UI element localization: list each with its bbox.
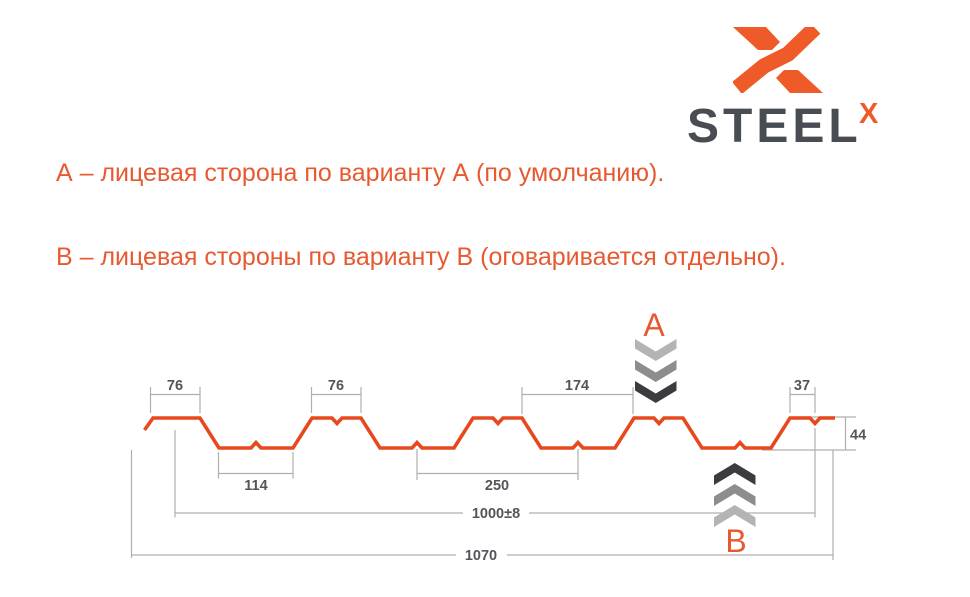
marker-a-chevrons-down <box>635 339 677 403</box>
dim-lines <box>521 387 634 414</box>
sheet-profile-outline <box>143 416 835 450</box>
dim-lines <box>174 428 816 518</box>
chevron-down-icon <box>635 339 677 361</box>
chevron-up-icon <box>714 463 756 485</box>
chevron-up-icon <box>714 484 756 506</box>
dim-crest-right: 76 <box>310 378 362 413</box>
chevron-down-icon <box>635 360 677 382</box>
dim-label-pitch: 250 <box>485 478 509 494</box>
dim-crest-left: 76 <box>149 378 201 413</box>
dim-edge: 37 <box>789 378 816 413</box>
dim-label-crest-left: 76 <box>167 378 183 394</box>
dim-lines <box>149 387 201 413</box>
steelx-logo-icon <box>733 27 823 93</box>
dim-label-crest-gap: 174 <box>565 378 589 394</box>
note-variant-b: В – лицевая стороны по варианту В (огова… <box>56 243 786 271</box>
marker-a-letter: A <box>643 307 665 343</box>
dim-lines <box>130 450 834 560</box>
dim-label-useful-width: 1000±8 <box>472 506 520 522</box>
dim-lines <box>217 452 294 479</box>
dim-label-edge: 37 <box>794 378 810 394</box>
logo-x-upper-left-arm <box>733 27 780 50</box>
chevron-up-icon <box>714 505 756 527</box>
logo-x-lower-right-arm <box>776 70 823 93</box>
marker-b-chevrons-up <box>714 463 756 527</box>
marker-a: A <box>635 307 677 403</box>
dim-label-valley: 114 <box>244 478 267 494</box>
dim-label-crest-right: 76 <box>328 378 344 394</box>
dim-lines <box>310 387 362 413</box>
logo-x-lightning <box>733 27 821 93</box>
dim-valley: 114 <box>217 452 294 494</box>
brand-superscript-x: X <box>859 98 879 130</box>
chevron-down-icon <box>635 381 677 403</box>
dim-label-overall-width: 1070 <box>465 548 497 564</box>
dim-pitch: 250 <box>416 449 579 494</box>
dim-useful-width: 1000±8 <box>174 428 816 522</box>
dim-lines <box>416 449 579 480</box>
dim-crest-gap: 174 <box>521 378 634 414</box>
brand-wordmark: STEEL <box>687 100 862 153</box>
dim-lines <box>762 416 856 451</box>
dim-overall-width: 1070 <box>130 450 834 564</box>
dim-lines <box>789 387 816 413</box>
marker-b: B <box>714 463 756 559</box>
note-variant-a: А – лицевая сторона по варианту А (по ум… <box>56 159 665 187</box>
marker-b-letter: B <box>725 523 746 559</box>
dim-label-height: 44 <box>850 428 866 444</box>
